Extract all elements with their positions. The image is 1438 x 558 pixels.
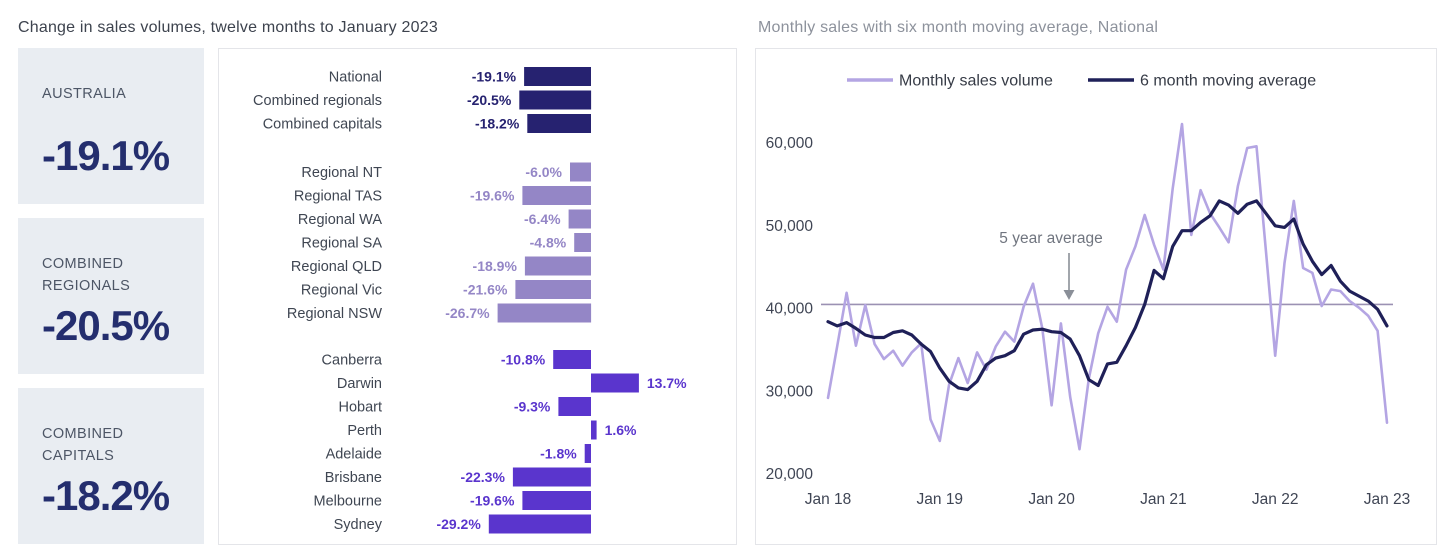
bar-regional-qld (524, 256, 591, 276)
category-label-adelaide: Adelaide (326, 447, 382, 463)
value-label-darwin: 13.7% (647, 375, 687, 391)
value-label-melbourne: -19.6% (470, 492, 515, 508)
bar-combined-regionals (519, 90, 592, 110)
value-label-regional-tas: -19.6% (470, 187, 515, 203)
category-label-combined-regionals: Combined regionals (253, 93, 382, 109)
six-month-moving-average-line (826, 199, 1389, 392)
value-label-sydney: -29.2% (436, 516, 481, 532)
bar-regional-sa (574, 233, 591, 252)
category-label-regional-tas: Regional TAS (294, 189, 382, 205)
value-label-combined-regionals: -20.5% (467, 92, 512, 108)
bar-perth (591, 420, 597, 440)
category-label-melbourne: Melbourne (313, 494, 382, 510)
summary-card-combined-regionals: COMBINED REGIONALS -20.5% (18, 218, 204, 374)
bar-chart-svg: National -19.1% Combined regionals -20.5% Co… (253, 67, 687, 534)
category-label-national: National (329, 70, 382, 86)
bar-regional-nt (570, 162, 591, 182)
legend-label-moving-average: 6 month moving average (1140, 73, 1316, 90)
value-label-regional-qld: -18.9% (473, 258, 518, 274)
value-label-regional-nt: -6.0% (525, 164, 562, 180)
value-label-canberra: -10.8% (501, 351, 546, 367)
y-tick-label-50000: 50,000 (766, 218, 814, 235)
chart-legend: Monthly sales volume 6 month moving aver… (847, 73, 1316, 90)
bar-hobart (558, 397, 591, 416)
bar-canberra (553, 350, 591, 369)
summary-cards-column: AUSTRALIA -19.1% COMBINED REGIONALS -20.… (18, 48, 204, 558)
card-value: -18.2% (42, 472, 170, 519)
category-label-regional-vic: Regional Vic (301, 283, 382, 299)
value-label-combined-capitals: -18.2% (475, 115, 520, 131)
bar-regional-tas (522, 186, 591, 205)
bar-regional-nsw (497, 303, 592, 323)
monthly-sales-volume-line (826, 122, 1389, 451)
x-tick-label-jan-22: Jan 22 (1252, 491, 1299, 508)
value-label-adelaide: -1.8% (540, 445, 577, 461)
bar-darwin (591, 373, 639, 393)
value-label-perth: 1.6% (605, 422, 637, 438)
line-chart-panel: Monthly sales volume 6 month moving aver… (755, 48, 1437, 545)
value-label-regional-wa: -6.4% (524, 211, 561, 227)
bar-sydney (488, 514, 591, 534)
category-label-regional-wa: Regional WA (298, 212, 382, 228)
category-label-perth: Perth (347, 423, 382, 439)
y-tick-label-30000: 30,000 (766, 383, 814, 400)
value-label-hobart: -9.3% (514, 398, 551, 414)
y-tick-label-40000: 40,000 (766, 301, 814, 318)
value-label-regional-sa: -4.8% (530, 234, 567, 250)
card-label: COMBINED REGIONALS (42, 256, 131, 294)
y-tick-label-60000: 60,000 (766, 135, 814, 152)
summary-card-combined-capitals: COMBINED CAPITALS -18.2% (18, 388, 204, 544)
category-label-sydney: Sydney (334, 517, 383, 533)
right-chart-title: Monthly sales with six month moving aver… (758, 19, 1159, 36)
five-year-average-annotation: 5 year average (999, 230, 1103, 300)
bar-melbourne (522, 491, 591, 510)
summary-card-australia: AUSTRALIA -19.1% (18, 48, 204, 204)
bar-chart-panel: National -19.1% Combined regionals -20.5% Co… (218, 48, 737, 545)
x-tick-label-jan-18: Jan 18 (805, 491, 852, 508)
card-value: -19.1% (42, 132, 170, 179)
axis-labels: 20,000 30,000 40,000 50,000 60,000 Jan 18 Jan … (766, 135, 1411, 508)
card-value: -20.5% (42, 302, 170, 349)
card-label: COMBINED CAPITALS (42, 426, 124, 464)
category-label-regional-nt: Regional NT (301, 165, 382, 181)
category-label-regional-nsw: Regional NSW (287, 306, 382, 322)
x-tick-label-jan-21: Jan 21 (1140, 491, 1187, 508)
category-label-regional-sa: Regional SA (301, 236, 382, 252)
bar-regional-wa (568, 209, 591, 229)
annotation-arrowhead-icon (1063, 290, 1075, 300)
line-chart-svg: Monthly sales volume 6 month moving aver… (766, 73, 1411, 509)
category-label-brisbane: Brisbane (325, 470, 382, 486)
category-label-regional-qld: Regional QLD (291, 259, 382, 275)
value-label-national: -19.1% (472, 68, 517, 84)
category-label-hobart: Hobart (338, 400, 382, 416)
bar-brisbane (512, 467, 591, 487)
five-year-average-label: 5 year average (999, 230, 1102, 247)
value-label-regional-nsw: -26.7% (445, 305, 490, 321)
bar-regional-vic (515, 280, 591, 299)
category-label-canberra: Canberra (322, 353, 383, 369)
category-label-darwin: Darwin (337, 376, 382, 392)
x-tick-label-jan-23: Jan 23 (1364, 491, 1411, 508)
left-chart-title: Change in sales volumes, twelve months t… (18, 19, 438, 36)
category-label-combined-capitals: Combined capitals (263, 117, 382, 133)
x-tick-label-jan-20: Jan 20 (1028, 491, 1075, 508)
x-tick-label-jan-19: Jan 19 (917, 491, 964, 508)
legend-label-monthly-sales: Monthly sales volume (899, 73, 1053, 90)
bar-national (524, 67, 591, 86)
card-label: AUSTRALIA (42, 86, 127, 102)
y-tick-label-20000: 20,000 (766, 466, 814, 483)
bar-combined-capitals (527, 114, 591, 133)
bar-adelaide (584, 444, 591, 463)
value-label-brisbane: -22.3% (461, 469, 506, 485)
value-label-regional-vic: -21.6% (463, 281, 508, 297)
